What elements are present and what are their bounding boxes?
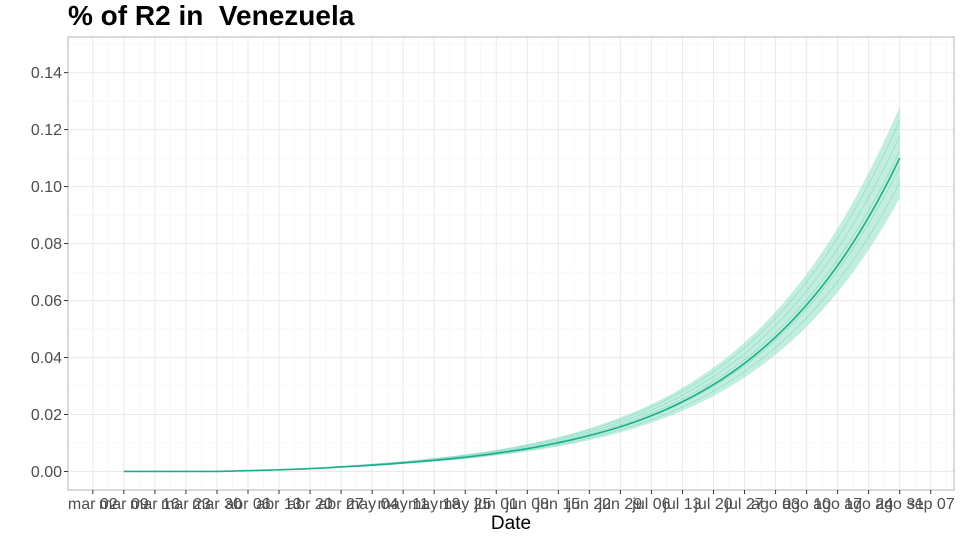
x-tick-label: mar 16 (130, 496, 180, 513)
x-tick-label: ago 31 (875, 496, 924, 513)
uncertainty-ribbon (123, 106, 900, 472)
x-tick-label: mar 02 (68, 496, 118, 513)
x-tick-label: jun 08 (504, 496, 549, 513)
x-tick-label: jun 22 (567, 496, 612, 513)
y-tick-label: 0.08 (31, 236, 62, 253)
x-tick-label: jul 06 (631, 496, 670, 513)
y-tick-label: 0.10 (31, 179, 62, 196)
x-tick-label: abr 06 (225, 496, 270, 513)
x-tick-label: ago 24 (844, 496, 893, 513)
x-tick-label: jul 27 (724, 496, 763, 513)
series-layer (123, 157, 901, 473)
x-tick-label: ago 03 (751, 496, 800, 513)
x-tick-label: abr 20 (287, 496, 332, 513)
x-axis-title: Date (491, 513, 531, 534)
x-tick-label: jul 13 (662, 496, 701, 513)
x-tick-label: sep 07 (907, 496, 955, 513)
x-tick-label: may 25 (439, 496, 492, 513)
x-tick-label: ago 17 (813, 496, 862, 513)
x-tick-label: jul 20 (693, 496, 732, 513)
y-axis: 0.00 0.02 0.04 0.06 0.08 0.10 0.12 0.14 (31, 65, 68, 481)
y-tick-label: 0.02 (31, 407, 62, 424)
x-tick-label: may 04 (346, 496, 399, 513)
chart-title: % of R2 in Venezuela (68, 0, 355, 31)
panel-border (67, 36, 955, 491)
x-tick-label: may 11 (378, 496, 429, 513)
x-tick-label: may 18 (408, 496, 461, 513)
x-tick-label: jun 29 (598, 496, 643, 513)
x-tick-label: mar 09 (99, 496, 149, 513)
y-tick-label: 0.00 (31, 464, 62, 481)
x-tick-label: mar 30 (192, 496, 242, 513)
y-tick-label: 0.12 (31, 122, 62, 139)
series-line (123, 157, 901, 473)
y-tick-label: 0.04 (31, 350, 62, 367)
y-tick-label: 0.06 (31, 293, 62, 310)
x-tick-label: ago 10 (782, 496, 831, 513)
x-tick-label: mar 23 (161, 496, 211, 513)
x-tick-label: jun 15 (536, 496, 581, 513)
y-tick-label: 0.14 (31, 65, 62, 82)
x-tick-label: abr 13 (256, 496, 301, 513)
x-tick-label: abr 27 (318, 496, 363, 513)
x-tick-label: jun 01 (473, 496, 518, 513)
